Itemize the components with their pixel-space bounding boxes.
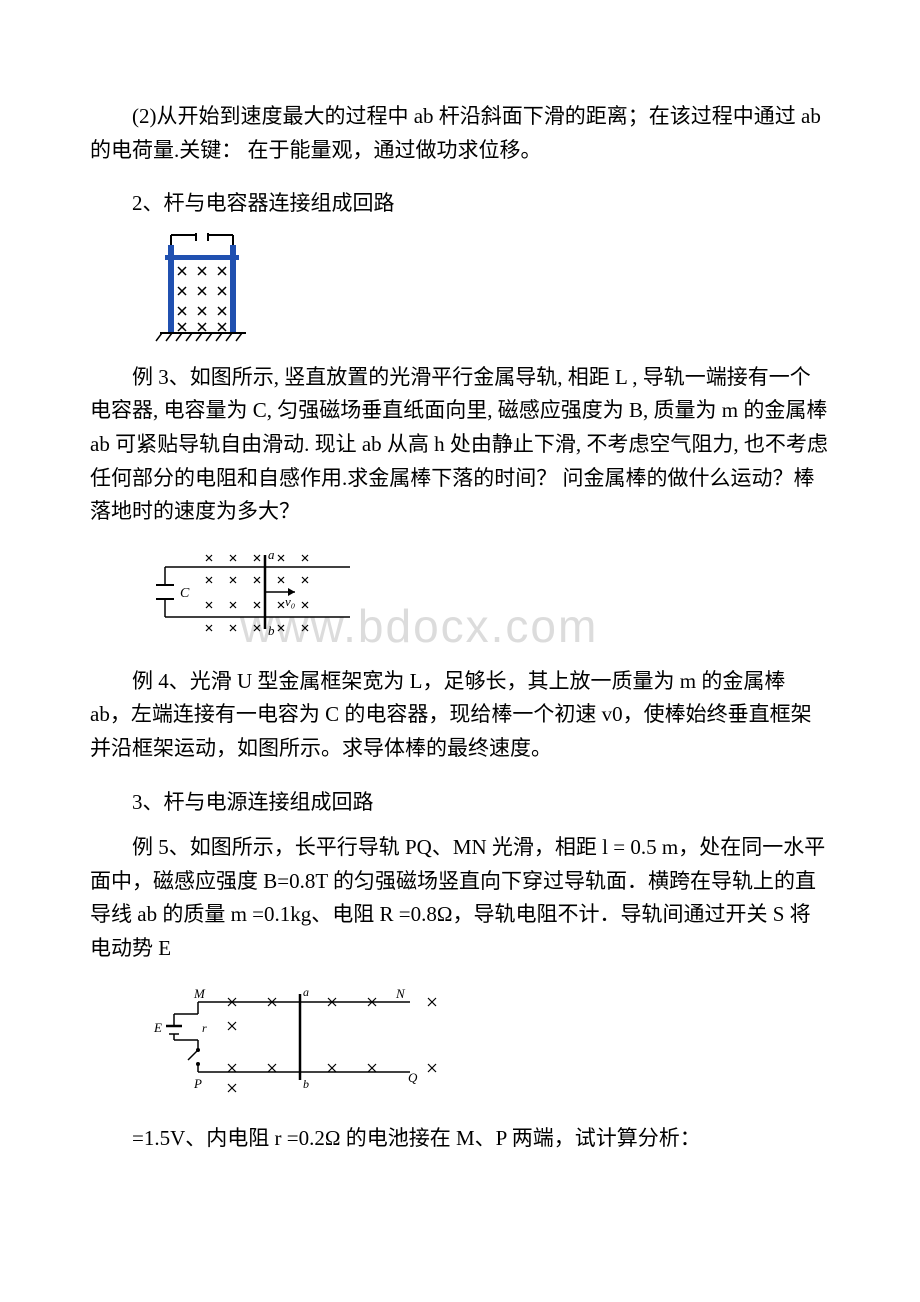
label-m: M	[193, 986, 206, 1001]
paragraph-q2: (2)从开始到速度最大的过程中 ab 杆沿斜面下滑的距离；在该过程中通过 ab …	[90, 100, 830, 167]
figure-1-vertical-rails	[150, 233, 830, 343]
label-v0: v₀	[285, 594, 295, 609]
label-r: r	[202, 1021, 207, 1035]
paragraph-ex4: 例 4、光滑 U 型金属框架宽为 L，足够长，其上放一质量为 m 的金属棒 ab…	[90, 665, 830, 766]
label-b: b	[268, 623, 275, 638]
section-3-title: 3、杆与电源连接组成回路	[90, 786, 830, 820]
figure-3-parallel-rails: M N P Q E r a b	[150, 984, 830, 1104]
paragraph-ex5b: =1.5V、内电阻 r =0.2Ω 的电池接在 M、P 两端，试计算分析：	[90, 1122, 830, 1156]
label-a: a	[268, 547, 275, 562]
label-q: Q	[408, 1070, 418, 1085]
paragraph-ex5: 例 5、如图所示，长平行导轨 PQ、MN 光滑，相距 l = 0.5 m，处在同…	[90, 831, 830, 965]
label-b2: b	[303, 1077, 309, 1091]
label-c: C	[180, 586, 190, 601]
paragraph-ex3: 例 3、如图所示, 竖直放置的光滑平行金属导轨, 相距 L , 导轨一端接有一个…	[90, 361, 830, 529]
label-p: P	[193, 1076, 202, 1091]
section-2-title: 2、杆与电容器连接组成回路	[90, 187, 830, 221]
figure-2-u-frame: C a b v₀	[150, 547, 830, 647]
label-a2: a	[303, 985, 309, 999]
label-e: E	[153, 1020, 162, 1035]
label-n: N	[395, 986, 406, 1001]
